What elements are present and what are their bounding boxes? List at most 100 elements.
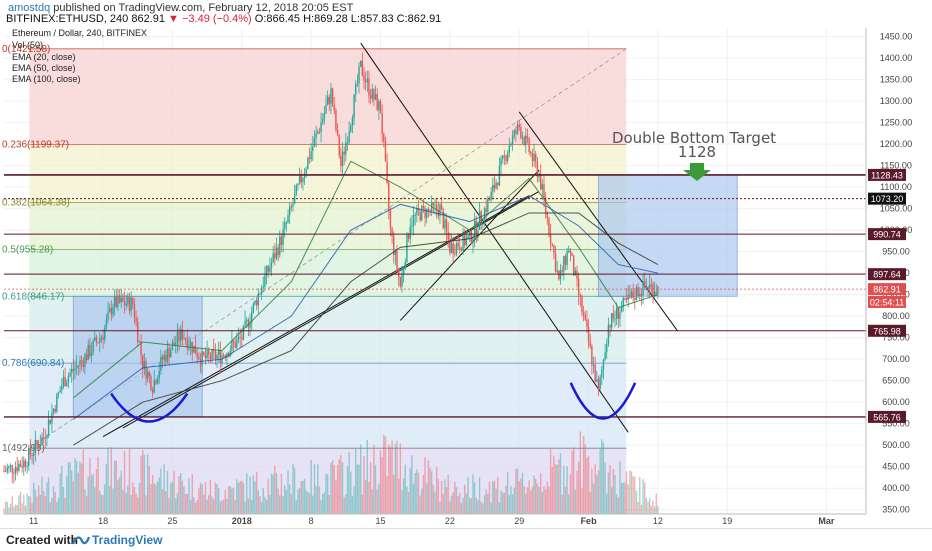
candle-body (166, 347, 169, 362)
candle-body (11, 465, 13, 473)
volume-bar (502, 492, 504, 514)
candle (639, 287, 641, 301)
candle-body (127, 296, 129, 305)
candle (553, 244, 555, 260)
candle-body (427, 208, 430, 210)
volume-bar (409, 467, 411, 514)
candle-body (282, 229, 284, 245)
candle-body (652, 284, 654, 297)
candle (264, 266, 266, 290)
price-tick-label: 1100.00 (880, 182, 912, 192)
volume-bar (247, 498, 250, 514)
candle-body (36, 439, 38, 445)
price-tick-label: 700.00 (882, 354, 910, 364)
author-link[interactable]: amostdq (8, 2, 51, 14)
price-tick-label: 400.00 (882, 483, 910, 493)
candle-body (71, 368, 73, 374)
candle-body (554, 253, 557, 272)
candle (520, 123, 522, 140)
volume-bar (262, 487, 264, 514)
price-label: 02:54:11 (868, 295, 906, 308)
candle (637, 282, 639, 299)
ema-lines (73, 160, 659, 446)
candle-body (272, 253, 274, 263)
candle-body (455, 242, 458, 254)
candle (26, 461, 28, 474)
candle (374, 85, 377, 101)
candle (170, 347, 172, 358)
candle-body (42, 437, 45, 439)
volume-bar (546, 481, 548, 514)
pattern-rectangle (72, 295, 203, 418)
volume-bar (221, 500, 223, 514)
candle (267, 264, 269, 278)
price-tick-label: 500.00 (882, 440, 910, 450)
candle (108, 303, 111, 313)
volume-bar (216, 483, 218, 514)
candle (346, 136, 349, 151)
candle (95, 334, 98, 347)
fib-label: 0.5(955.28) (2, 244, 53, 255)
candle-body (435, 204, 438, 211)
candle (442, 207, 444, 230)
candle-body (193, 345, 195, 353)
candle-body (576, 270, 578, 279)
candle-body (148, 371, 151, 377)
candle (137, 316, 139, 347)
candle-body (497, 182, 499, 186)
volume-bar (145, 495, 147, 514)
candle-body (244, 320, 246, 326)
volume-bar (213, 499, 215, 514)
candle (513, 128, 515, 140)
time-axis[interactable]: 11 18 25 2018 8 15 22 29 Feb 12 19 Mar (4, 513, 866, 526)
volume-bar (576, 471, 578, 514)
volume-bar (113, 460, 116, 514)
volume-bar (176, 492, 179, 514)
candle (117, 288, 119, 311)
volume-bar (424, 457, 426, 514)
candle (231, 330, 233, 356)
candle-body (645, 286, 648, 288)
candle-body (178, 331, 180, 342)
candle-body (525, 135, 527, 145)
candle-body (503, 155, 506, 157)
volume-bar (24, 505, 27, 514)
volume-bar (227, 486, 230, 514)
volume-bar (118, 477, 121, 514)
volume-bar (538, 486, 540, 514)
candle (511, 130, 514, 151)
volume-bar (264, 496, 266, 514)
candle-body (582, 312, 585, 315)
volume-bar (604, 462, 606, 514)
candle-body (647, 286, 649, 290)
ohlc-values: O:866.45 H:869.28 L:857.83 C:862.91 (254, 13, 442, 25)
candle-body (298, 175, 301, 184)
candle-body (137, 321, 139, 342)
volume-bar (186, 493, 188, 514)
tradingview-link[interactable]: TradingView (92, 533, 163, 547)
candle-body (150, 376, 152, 390)
volume-bar (241, 480, 243, 514)
candle-body (97, 342, 99, 344)
ethusd-chart[interactable]: 0(1421.58) 0.236(1199.37) 0.382(1064.38) 0.… (0, 0, 932, 528)
volume-bar (577, 461, 580, 514)
candle-body (596, 379, 598, 382)
candle (42, 427, 45, 444)
candle (198, 352, 200, 361)
candle-body (513, 130, 515, 136)
candle-body (599, 377, 601, 390)
volume-bar (84, 489, 86, 514)
candle-body (502, 155, 504, 160)
candle (617, 306, 619, 328)
candle (338, 134, 340, 159)
candle-body (449, 239, 451, 253)
candle-body (632, 291, 634, 298)
candle (199, 353, 202, 373)
volume-bar (99, 490, 101, 514)
volume-bar (397, 478, 400, 514)
volume-bar (307, 491, 309, 514)
candle (539, 164, 542, 191)
candle (9, 463, 12, 473)
volume-bar (191, 474, 193, 514)
volume-bar (47, 477, 50, 514)
